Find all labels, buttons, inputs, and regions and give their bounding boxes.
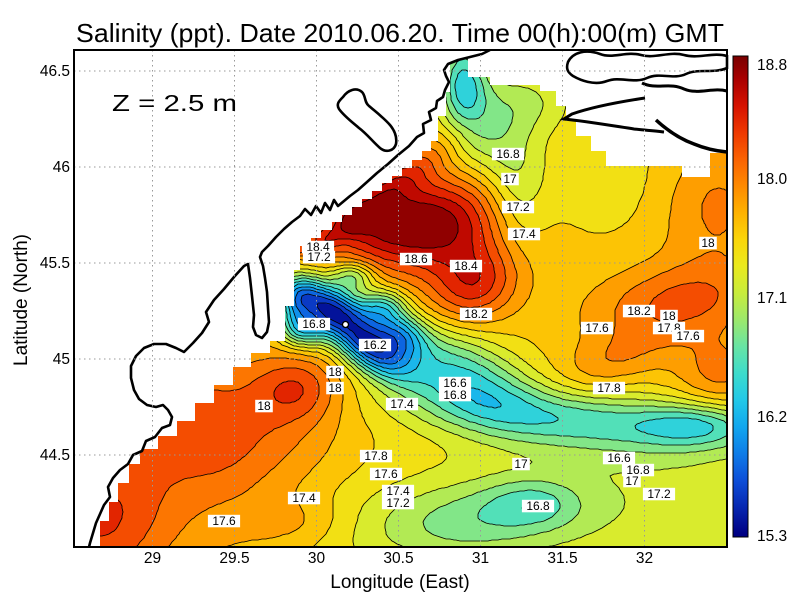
svg-text:29.5: 29.5 — [219, 550, 249, 567]
svg-text:30: 30 — [308, 550, 326, 567]
svg-text:18.2: 18.2 — [464, 307, 488, 321]
svg-text:15.3: 15.3 — [757, 528, 787, 545]
svg-text:18.4: 18.4 — [454, 259, 478, 273]
svg-text:16.2: 16.2 — [363, 338, 387, 352]
svg-text:16.8: 16.8 — [626, 463, 650, 477]
svg-text:16.8: 16.8 — [443, 388, 467, 402]
svg-text:17.8: 17.8 — [364, 449, 388, 463]
svg-text:Salinity (ppt). Date 2010.06.2: Salinity (ppt). Date 2010.06.20. Time 00… — [76, 18, 724, 48]
svg-text:31: 31 — [472, 550, 489, 567]
svg-text:17.1: 17.1 — [757, 290, 787, 307]
svg-text:17.6: 17.6 — [585, 321, 609, 335]
svg-text:18.2: 18.2 — [627, 304, 651, 318]
svg-text:16.2: 16.2 — [757, 409, 787, 426]
svg-text:16.6: 16.6 — [607, 451, 631, 465]
svg-text:18.6: 18.6 — [404, 252, 428, 266]
svg-text:17.2: 17.2 — [307, 250, 331, 264]
svg-text:Longitude (East): Longitude (East) — [330, 572, 469, 593]
svg-text:Latitude (North): Latitude (North) — [11, 234, 32, 366]
svg-text:17: 17 — [503, 172, 517, 186]
svg-text:17.6: 17.6 — [676, 329, 700, 343]
svg-text:46.5: 46.5 — [40, 63, 70, 80]
svg-text:16.6: 16.6 — [443, 376, 467, 390]
svg-text:16.8: 16.8 — [526, 499, 550, 513]
svg-text:17: 17 — [625, 474, 639, 488]
svg-text:Z = 2.5 m: Z = 2.5 m — [112, 90, 237, 116]
svg-text:45.5: 45.5 — [40, 255, 70, 272]
svg-text:17.8: 17.8 — [597, 381, 621, 395]
svg-text:18: 18 — [328, 365, 342, 379]
svg-text:18: 18 — [328, 381, 342, 395]
svg-text:17.2: 17.2 — [506, 200, 530, 214]
svg-text:44.5: 44.5 — [40, 447, 70, 464]
svg-text:45: 45 — [53, 351, 70, 368]
svg-text:29: 29 — [144, 550, 161, 567]
svg-text:17.4: 17.4 — [292, 491, 316, 505]
svg-text:18: 18 — [701, 236, 715, 250]
svg-text:17.4: 17.4 — [512, 227, 536, 241]
svg-text:17.4: 17.4 — [386, 484, 410, 498]
svg-text:17.6: 17.6 — [374, 467, 398, 481]
svg-text:31.5: 31.5 — [547, 550, 577, 567]
svg-text:18.8: 18.8 — [757, 57, 787, 74]
svg-text:17.4: 17.4 — [390, 397, 414, 411]
svg-text:46: 46 — [53, 159, 70, 176]
svg-text:17.2: 17.2 — [647, 487, 671, 501]
svg-text:18.0: 18.0 — [757, 171, 788, 188]
svg-text:17.6: 17.6 — [212, 514, 236, 528]
svg-text:16.8: 16.8 — [302, 317, 326, 331]
svg-text:18: 18 — [662, 309, 676, 323]
svg-text:17.2: 17.2 — [386, 496, 410, 510]
svg-text:16.8: 16.8 — [496, 147, 520, 161]
svg-text:17: 17 — [514, 457, 528, 471]
svg-text:18.4: 18.4 — [306, 240, 330, 254]
svg-text:30.5: 30.5 — [383, 550, 413, 567]
svg-text:18: 18 — [257, 399, 271, 413]
svg-text:32: 32 — [636, 550, 653, 567]
